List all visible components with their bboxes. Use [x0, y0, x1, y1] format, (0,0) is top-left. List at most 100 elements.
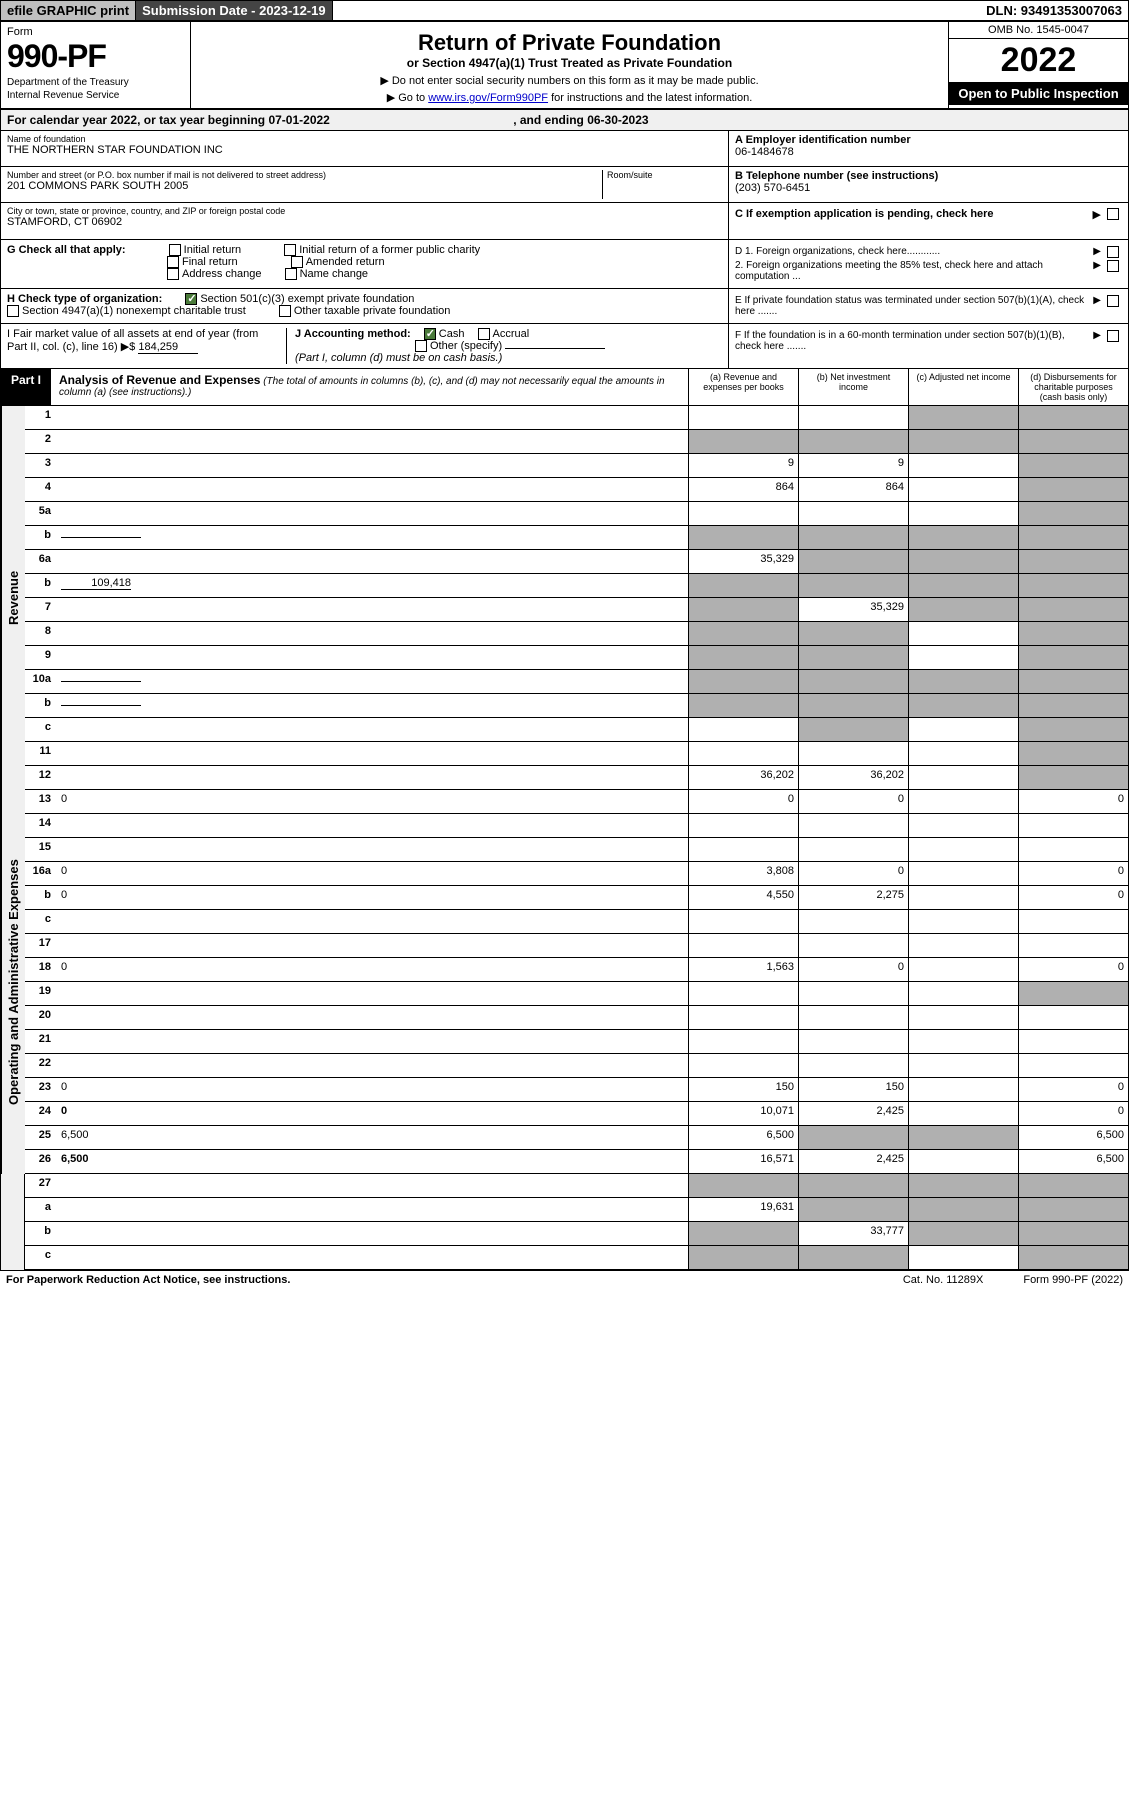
cell-b: [798, 1174, 908, 1197]
row-desc: [57, 1246, 688, 1269]
e-checkbox[interactable]: [1107, 295, 1119, 307]
h-501c3-checkbox[interactable]: [185, 293, 197, 305]
instruction-1: ▶ Do not enter social security numbers o…: [199, 74, 940, 87]
g-label: G Check all that apply:: [7, 244, 126, 256]
ein-value: 06-1484678: [735, 146, 1122, 158]
bottom-gutter: [1, 1174, 25, 1270]
row-number: 3: [25, 454, 57, 477]
fmv-value: 184,259: [138, 341, 198, 354]
part1-desc: Analysis of Revenue and Expenses (The to…: [51, 369, 688, 405]
cell-a: 36,202: [688, 766, 798, 789]
cell-a: 0: [688, 790, 798, 813]
cell-b: [798, 670, 908, 693]
cell-b: [798, 1246, 908, 1269]
d1-checkbox[interactable]: [1107, 246, 1119, 258]
g-opt-3: Initial return of a former public charit…: [299, 244, 480, 256]
row-number: b: [25, 694, 57, 717]
table-row: 24010,0712,4250: [25, 1102, 1128, 1126]
g-initial-checkbox[interactable]: [169, 244, 181, 256]
instruction-2: ▶ Go to www.irs.gov/Form990PF for instru…: [199, 91, 940, 104]
form-number: 990-PF: [7, 38, 184, 75]
address-row: Number and street (or P.O. box number if…: [1, 167, 728, 203]
cell-b: 35,329: [798, 598, 908, 621]
table-row: 2: [25, 430, 1128, 454]
j-other-checkbox[interactable]: [415, 340, 427, 352]
cell-d: 0: [1018, 958, 1128, 981]
g-opt-2: Address change: [182, 268, 262, 280]
cell-c: [908, 910, 1018, 933]
irs-label: Internal Revenue Service: [7, 90, 184, 101]
j-accrual-checkbox[interactable]: [478, 328, 490, 340]
row-number: 19: [25, 982, 57, 1005]
row-desc: [57, 1174, 688, 1197]
table-row: b: [25, 526, 1128, 550]
g-address-checkbox[interactable]: [167, 268, 179, 280]
g-former-checkbox[interactable]: [284, 244, 296, 256]
cell-b: [798, 1054, 908, 1077]
cell-b: [798, 934, 908, 957]
cell-a: 19,631: [688, 1198, 798, 1221]
telephone-row: B Telephone number (see instructions) (2…: [729, 167, 1128, 203]
cell-d: [1018, 766, 1128, 789]
room-label: Room/suite: [607, 170, 722, 180]
cell-b: 0: [798, 862, 908, 885]
name-label: Name of foundation: [7, 134, 722, 144]
h-4947-checkbox[interactable]: [7, 305, 19, 317]
f-checkbox[interactable]: [1107, 330, 1119, 342]
row-number: c: [25, 718, 57, 741]
row-desc: [57, 1054, 688, 1077]
calyear-mid: , and ending: [513, 113, 587, 127]
cell-a: [688, 622, 798, 645]
cell-c: [908, 478, 1018, 501]
j-accrual: Accrual: [493, 328, 530, 340]
submission-date: Submission Date - 2023-12-19: [136, 1, 333, 20]
e-section: E If private foundation status was termi…: [728, 289, 1128, 323]
form-word: Form: [7, 26, 184, 38]
cell-c: [908, 598, 1018, 621]
row-number: a: [25, 1198, 57, 1221]
irs-link[interactable]: www.irs.gov/Form990PF: [428, 92, 548, 104]
cell-a: 10,071: [688, 1102, 798, 1125]
cell-d: [1018, 574, 1128, 597]
dln: DLN: 93491353007063: [980, 1, 1128, 20]
cell-a: [688, 670, 798, 693]
row-number: c: [25, 910, 57, 933]
g-opt-0: Initial return: [184, 244, 241, 256]
form-header: Form 990-PF Department of the Treasury I…: [1, 22, 1128, 110]
page-footer: For Paperwork Reduction Act Notice, see …: [0, 1271, 1129, 1289]
h-other-checkbox[interactable]: [279, 305, 291, 317]
table-row: 6a35,329: [25, 550, 1128, 574]
row-desc: [57, 718, 688, 741]
cell-d: [1018, 550, 1128, 573]
f-label: F If the foundation is in a 60-month ter…: [735, 330, 1087, 352]
g-name-checkbox[interactable]: [285, 268, 297, 280]
table-row: b04,5502,2750: [25, 886, 1128, 910]
cell-c: [908, 1150, 1018, 1173]
cell-d: [1018, 478, 1128, 501]
cell-b: 0: [798, 958, 908, 981]
c-checkbox[interactable]: [1107, 208, 1119, 220]
table-row: 17: [25, 934, 1128, 958]
cell-b: 150: [798, 1078, 908, 1101]
cell-a: [688, 1174, 798, 1197]
cell-c: [908, 430, 1018, 453]
cell-b: 2,275: [798, 886, 908, 909]
g-amended-checkbox[interactable]: [291, 256, 303, 268]
table-row: 266,50016,5712,4256,500: [25, 1150, 1128, 1174]
j-cash-checkbox[interactable]: [424, 328, 436, 340]
ein-row: A Employer identification number 06-1484…: [729, 131, 1128, 167]
cell-a: [688, 574, 798, 597]
city-row: City or town, state or province, country…: [1, 203, 728, 239]
g-final-checkbox[interactable]: [167, 256, 179, 268]
cell-c: [908, 886, 1018, 909]
cell-a: [688, 910, 798, 933]
cell-a: [688, 838, 798, 861]
row-number: 7: [25, 598, 57, 621]
cell-b: [798, 718, 908, 741]
d2-checkbox[interactable]: [1107, 260, 1119, 272]
table-row: 14: [25, 814, 1128, 838]
h-opt-1: Section 4947(a)(1) nonexempt charitable …: [22, 305, 246, 317]
cell-d: [1018, 526, 1128, 549]
cell-c: [908, 982, 1018, 1005]
cell-c: [908, 1078, 1018, 1101]
